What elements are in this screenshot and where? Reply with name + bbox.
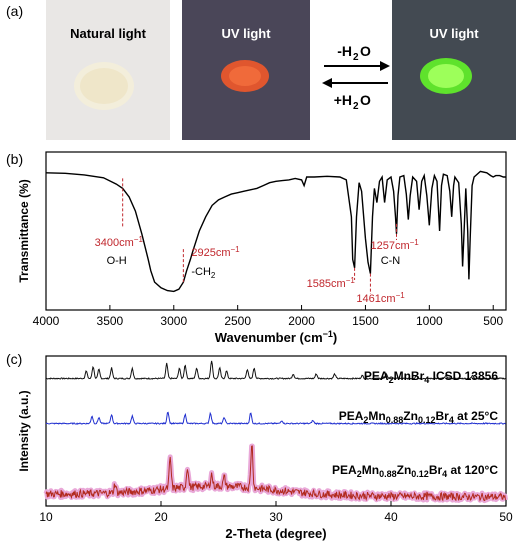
ftir-x-tick-label: 4000 xyxy=(33,314,60,328)
ftir-x-tick-label: 1500 xyxy=(352,314,379,328)
ftir-annotation-group: -CH2 xyxy=(191,266,216,280)
svg-text:2: 2 xyxy=(353,52,359,63)
xrd-series-name: PEA2MnBr4 ICSD 13856 xyxy=(364,369,498,385)
xrd-series-line xyxy=(45,360,506,380)
ftir-annotation-label: 1585cm−1 xyxy=(307,276,356,290)
forward-label: -H xyxy=(337,43,352,59)
backward-sub: 2 xyxy=(353,101,359,112)
photo-uv-caption-2: UV light xyxy=(429,26,479,41)
panel-b-label: (b) xyxy=(6,151,23,167)
xrd-series-line xyxy=(45,411,506,426)
xrd-series-name: PEA2Mn0.88Zn0.12Br4 at 120°C xyxy=(332,463,498,479)
xrd-x-ticks: 10 20 30 40 50 xyxy=(39,501,513,524)
photo-natural-light: Natural light xyxy=(46,0,170,140)
ftir-annotation-label: 1461cm−1 xyxy=(356,291,405,305)
xrd-series-name: PEA2Mn0.88Zn0.12Br4 at 25°C xyxy=(339,409,499,425)
panel-c-label: (c) xyxy=(6,351,22,367)
svg-text:+H: +H xyxy=(334,92,352,108)
photo-uv-light: UV light xyxy=(182,0,310,140)
ftir-y-label: Transmittance (%) xyxy=(17,179,31,282)
panel-a-label: (a) xyxy=(6,3,23,19)
xrd-series xyxy=(43,360,508,504)
ftir-chart: 4000 3500 3000 2500 2000 1500 1000 500 3400cm−1… xyxy=(17,151,507,345)
xrd-series-names: PEA2MnBr4 ICSD 13856 PEA2Mn0.88Zn0.12Br4 … xyxy=(332,369,498,479)
photo-uv-caption: UV light xyxy=(221,26,271,41)
xrd-x-tick-label: 10 xyxy=(39,510,53,524)
xrd-series-line xyxy=(45,445,506,502)
ftir-annotation-label: 1257cm−1 xyxy=(370,238,419,252)
photo-natural-caption: Natural light xyxy=(70,26,147,41)
xrd-x-tick-label: 30 xyxy=(269,510,283,524)
ftir-x-tick-label: 3500 xyxy=(97,314,124,328)
xrd-chart: 10 20 30 40 50 PEA2MnBr4 ICSD 13856 PEA2Mn0.8… xyxy=(17,355,513,541)
svg-text:O: O xyxy=(360,43,371,59)
forward-tail: O xyxy=(360,43,371,59)
ftir-x-tick-label: 2000 xyxy=(288,314,315,328)
ftir-annotation-label: 2925cm−1 xyxy=(191,245,240,259)
svg-text:2: 2 xyxy=(353,101,359,112)
ftir-x-ticks: 4000 3500 3000 2500 2000 1500 1000 500 xyxy=(33,305,504,328)
svg-text:-H: -H xyxy=(337,43,352,59)
backward-tail: O xyxy=(360,92,371,108)
ftir-x-tick-label: 2500 xyxy=(224,314,251,328)
svg-text:O: O xyxy=(360,92,371,108)
xrd-x-label: 2-Theta (degree) xyxy=(225,526,326,541)
xrd-y-label: Intensity (a.u.) xyxy=(17,390,31,471)
ftir-annotation-label: 3400cm−1 xyxy=(95,235,144,249)
ftir-annotation-group: O-H xyxy=(107,255,127,267)
xrd-x-tick-label: 20 xyxy=(154,510,168,524)
xrd-x-tick-label: 40 xyxy=(384,510,398,524)
xrd-x-tick-label: 50 xyxy=(499,510,513,524)
ftir-annotation-group: C-N xyxy=(381,255,401,267)
ftir-x-label: Wavenumber (cm−1) xyxy=(215,329,338,345)
ftir-series-line xyxy=(45,170,506,293)
forward-sub: 2 xyxy=(353,52,359,63)
ftir-plot-frame xyxy=(45,151,507,311)
ftir-x-tick-label: 3000 xyxy=(160,314,187,328)
ftir-x-tick-label: 500 xyxy=(483,314,503,328)
backward-label: +H xyxy=(334,92,352,108)
photo-uv-light-dehydrated: UV light xyxy=(392,0,516,140)
ftir-x-tick-label: 1000 xyxy=(416,314,443,328)
reaction-arrows: -H 2 O +H 2 O xyxy=(322,43,390,112)
